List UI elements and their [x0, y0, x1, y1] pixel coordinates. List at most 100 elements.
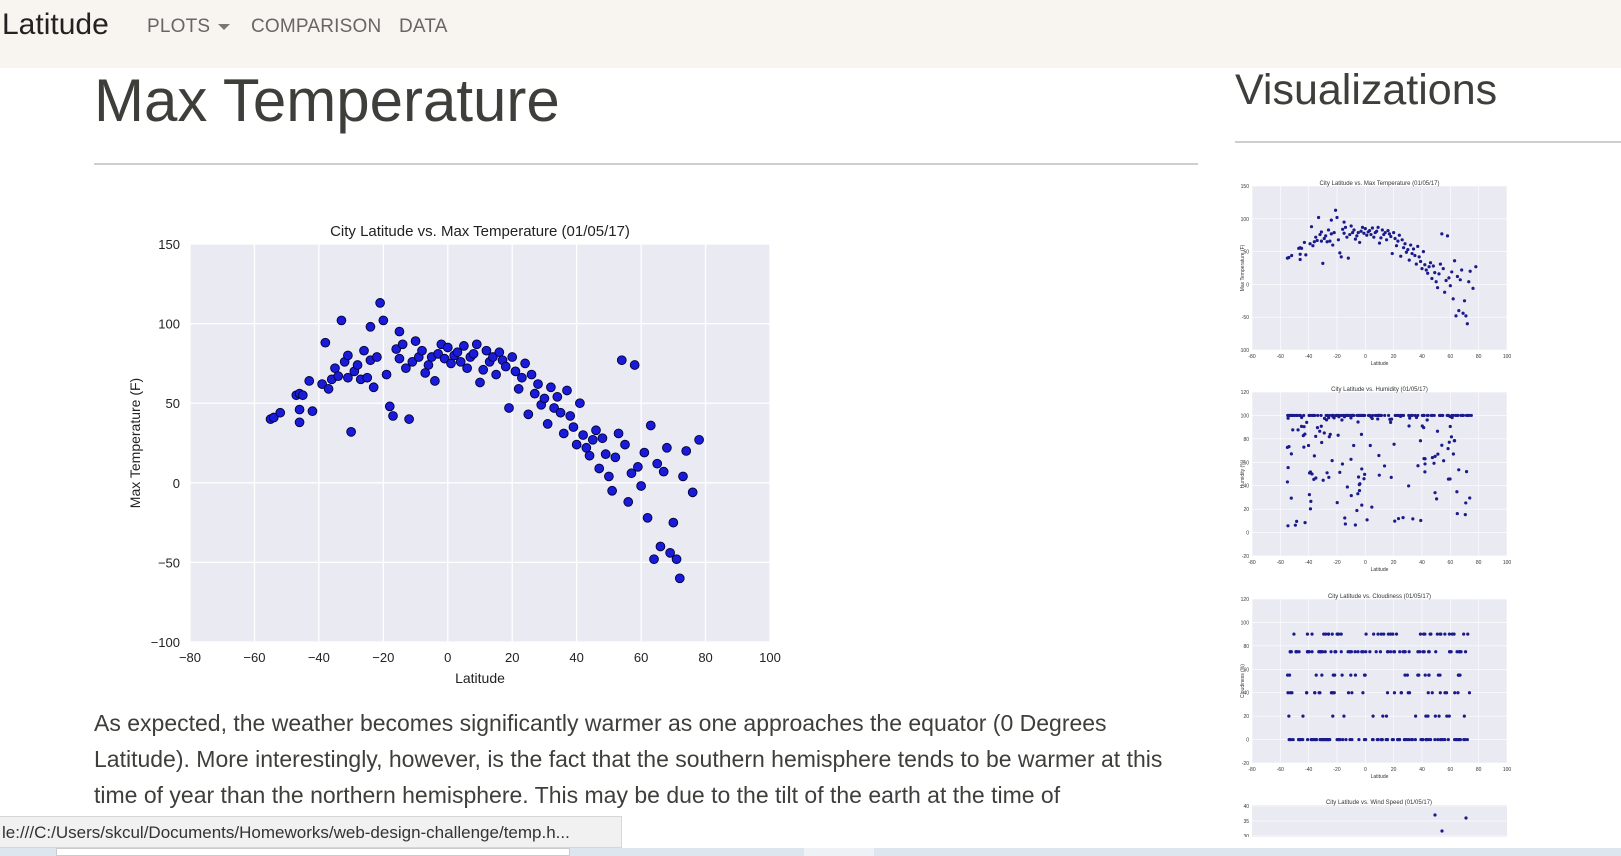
description-text: As expected, the weather becomes signifi…	[94, 710, 1163, 808]
data-point	[665, 547, 675, 558]
thumbnail-point	[1443, 737, 1447, 742]
thumbnail-point	[1428, 737, 1433, 742]
x-tick-label: −20	[372, 650, 394, 665]
thumbnail-point	[1440, 413, 1444, 418]
thumbnail-point	[1430, 691, 1434, 695]
thumbnail-point	[1357, 483, 1361, 487]
thumbnail-tick-label: -60	[1277, 560, 1284, 566]
thumbnail-point	[1368, 443, 1372, 448]
thumbnail-point	[1310, 737, 1314, 742]
thumbnail-point	[1464, 314, 1468, 318]
thumbnail-tick-label: 0	[1364, 354, 1367, 360]
thumbnail-point	[1343, 522, 1347, 526]
thumbnail-tick-label: 100	[1503, 767, 1512, 773]
data-point	[275, 407, 286, 418]
thumbnail-tick-label: -20	[1242, 761, 1249, 767]
thumbnail-y-label: Max Temperature (F)	[1240, 244, 1246, 291]
thumbnail-point	[1307, 413, 1311, 418]
thumbnail-point	[1333, 208, 1338, 212]
thumbnail-tick-label: 60	[1448, 354, 1454, 360]
thumbnail-point	[1449, 435, 1454, 439]
thumbnail-point	[1348, 737, 1352, 742]
thumbnail-point	[1385, 691, 1390, 695]
thumbnail-point	[1314, 673, 1318, 677]
data-point	[455, 356, 466, 367]
thumbnail-point	[1359, 432, 1364, 436]
x-tick-label: −40	[308, 650, 330, 665]
data-point	[420, 368, 431, 378]
thumbnail-point	[1471, 286, 1475, 290]
data-point	[384, 401, 395, 412]
thumbnail-point	[1330, 632, 1334, 636]
thumbnail-point	[1424, 737, 1428, 742]
navbar: Latitude PLOTS COMPARISON DATA	[0, 0, 1621, 68]
thumbnail-point	[1399, 254, 1403, 258]
data-point	[687, 487, 698, 498]
thumbnail-point	[1377, 453, 1381, 458]
thumbnail-humidity[interactable]: -80 -60 -40 -20 0 20 40 60 80 100 -20 0 20 40 60 80 100 1…	[1240, 384, 1520, 574]
thumbnail-point	[1434, 497, 1439, 501]
thumbnail-point	[1413, 737, 1417, 742]
nav-plots-dropdown[interactable]: PLOTS	[147, 16, 231, 38]
thumbnail-point	[1337, 632, 1341, 636]
data-point	[388, 411, 398, 421]
brand-link[interactable]: Latitude	[2, 8, 109, 41]
thumbnail-tick-label: -40	[1305, 560, 1312, 566]
thumbnail-point	[1352, 413, 1356, 418]
thumbnail-cloudiness[interactable]: -80 -60 -40 -20 0 20 40 60 80 100 -20 0 20 40 60 80 100 1…	[1240, 591, 1520, 781]
thumbnail-point	[1329, 650, 1333, 654]
thumbnail-point	[1322, 236, 1326, 241]
data-point	[510, 366, 521, 377]
thumbnail-point	[1379, 413, 1384, 418]
thumbnail-point	[1314, 235, 1318, 239]
thumbnail-point	[1447, 276, 1451, 280]
thumbnail-point	[1325, 413, 1329, 418]
thumbnail-point	[1454, 314, 1458, 318]
thumbnail-point	[1338, 251, 1342, 255]
thumbnail-point	[1407, 737, 1411, 742]
thumbnail-tick-label: 100	[1241, 413, 1250, 419]
thumbnail-title: City Latitude vs. Max Temperature (01/05…	[1320, 181, 1440, 187]
thumbnail-point	[1458, 737, 1462, 742]
thumbnail-point	[1293, 523, 1297, 527]
thumbnail-point	[1407, 424, 1411, 428]
data-point	[591, 425, 601, 436]
thumbnail-point	[1314, 434, 1318, 438]
data-point	[668, 517, 679, 528]
thumbnail-point	[1350, 691, 1354, 695]
nav-comparison[interactable]: COMPARISON	[251, 16, 382, 37]
thumbnail-wind-speed[interactable]: City Latitude vs. Wind Speed (01/05/17) 4…	[1240, 797, 1520, 837]
thumbnail-point	[1353, 237, 1358, 241]
data-point	[529, 388, 540, 399]
y-tick-label: −100	[151, 635, 180, 650]
thumbnail-point	[1290, 253, 1294, 258]
thumbnail-point	[1339, 632, 1343, 636]
x-tick-label: 0	[444, 650, 451, 665]
thumbnail-point	[1335, 215, 1339, 220]
thumbnail-point	[1465, 322, 1469, 326]
thumbnail-point	[1350, 230, 1355, 235]
thumbnail-point	[1318, 737, 1322, 742]
thumbnail-tick-label: 20	[1391, 767, 1397, 773]
data-point	[597, 433, 608, 444]
thumbnail-point	[1382, 632, 1386, 636]
thumbnail-point	[1410, 413, 1414, 418]
thumbnail-tick-label: 40	[1243, 691, 1249, 697]
thumbnail-point	[1321, 737, 1325, 742]
thumbnail-point	[1353, 673, 1358, 677]
x-tick-label: 40	[569, 650, 583, 665]
thumbnail-point	[1314, 737, 1319, 742]
thumbnail-point	[1448, 424, 1452, 429]
thumbnail-point	[1432, 461, 1436, 465]
thumbnail-point	[1319, 413, 1323, 418]
thumbnail-point	[1448, 284, 1452, 288]
thumbnail-max-temperature[interactable]: -80 -60 -40 -20 0 20 40 60 80 100 -100 -50 0 50 100 150…	[1240, 178, 1520, 368]
thumbnail-point	[1301, 714, 1305, 718]
thumbnail-point	[1342, 231, 1346, 235]
data-point	[423, 360, 434, 370]
nav-data[interactable]: DATA	[399, 16, 448, 37]
thumbnail-point	[1285, 480, 1290, 484]
data-point	[575, 398, 585, 409]
thumbnail-plot-area	[1252, 599, 1507, 763]
data-point	[343, 350, 353, 361]
